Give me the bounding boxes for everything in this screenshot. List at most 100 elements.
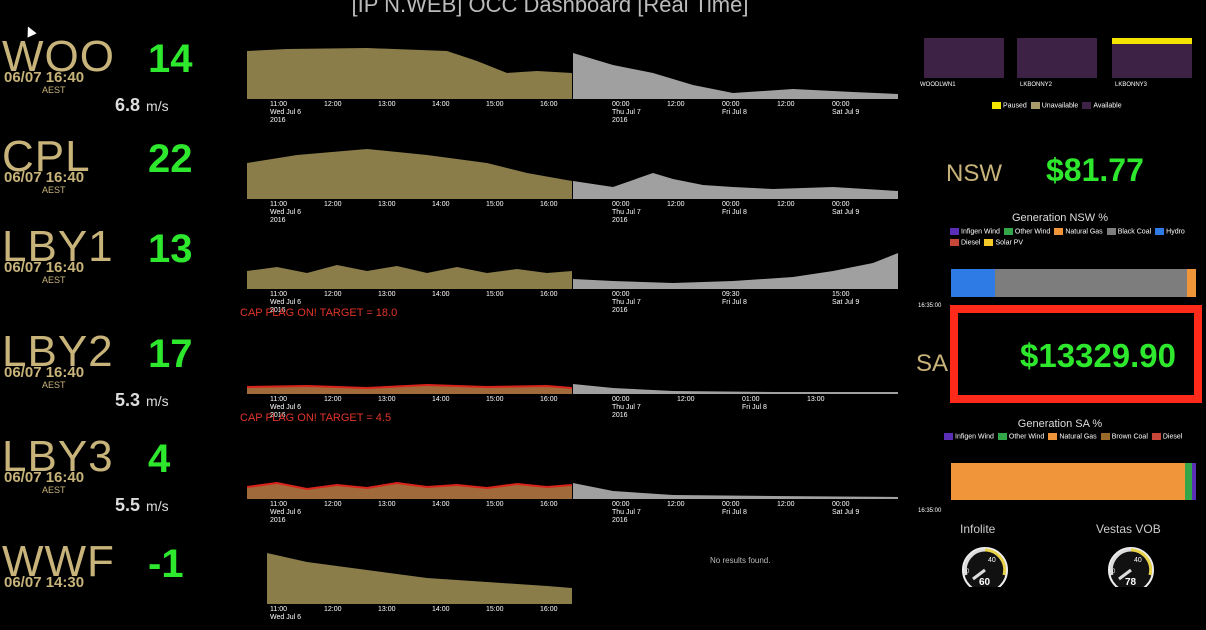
nsw-price-label: NSW <box>946 160 1002 187</box>
legend-label: Infigen Wind <box>961 228 1000 236</box>
chart-left-target-line <box>247 481 572 491</box>
chart-left-date: Wed Jul 6 <box>270 209 301 216</box>
chart-right-year: 2016 <box>612 217 628 224</box>
chart-right-tick: 15:00 <box>832 291 850 298</box>
dashboard-title: [IP N.WEB] OCC Dashboard [Real Time] <box>351 0 749 17</box>
unit-label-woodlwn1: WOODLWN1 <box>920 82 956 88</box>
wind-speed-value: 5.5 <box>115 495 141 515</box>
legend-swatch <box>1003 228 1013 235</box>
legend-label: Natural Gas <box>1065 228 1103 236</box>
nsw-bar-segment <box>951 269 996 297</box>
chart-right-date: Sat Jul 9 <box>832 209 860 216</box>
site-timestamp: 06/07 14:30 <box>4 574 85 591</box>
nsw-bar-segment <box>995 269 1188 297</box>
chart-left-tick: 16:00 <box>540 201 558 208</box>
site-timestamp: 06/07 16:40 <box>4 259 85 276</box>
chart-right-area <box>573 253 898 289</box>
legend-swatch <box>997 433 1007 440</box>
legend-label: Solar PV <box>995 239 1024 247</box>
sa-legend-item: Natural Gas <box>1048 433 1097 441</box>
nsw-bar-segment <box>1187 269 1196 297</box>
chart-left-tick: 13:00 <box>378 396 396 403</box>
chart-right-area <box>573 483 898 499</box>
chart-left-date: Wed Jul 6 <box>270 614 301 621</box>
sa-legend-item: Infigen Wind <box>944 433 994 440</box>
chart-left-fill <box>247 265 572 289</box>
chart-left-area <box>267 553 572 604</box>
site-code: LBY3 <box>2 432 114 481</box>
chart-right-tick: 00:00 <box>612 396 630 403</box>
chart-left-area <box>247 265 572 289</box>
chart-right-tick: 00:00 <box>612 101 630 108</box>
chart-left-tick: 13:00 <box>378 501 396 508</box>
chart-left-tick: 15:00 <box>486 291 504 298</box>
chart-right-tick: 12:00 <box>667 201 685 208</box>
unit-box-lkbonny2[interactable] <box>1017 38 1097 78</box>
chart-right-axis: 00:00 Thu Jul 7 12:00 00:00 Fri Jul 8 12:00 00… <box>612 101 902 125</box>
nsw-legend-item: Other Wind <box>1003 228 1051 236</box>
site-timestamp: 06/07 16:40 <box>4 169 85 186</box>
nsw-legend-item: Solar PV <box>984 239 1024 247</box>
chart-left-tick: 12:00 <box>324 606 342 613</box>
unit-box-lkbonny3[interactable] <box>1112 38 1192 78</box>
site-timestamp: 06/07 16:40 <box>4 69 85 86</box>
nsw-generation-time: 16:35:00 <box>918 303 942 309</box>
unit-status-legend: Paused Unavailable Available <box>992 102 1122 109</box>
gauge-infolite-max: 40 <box>988 557 996 564</box>
site-value: -1 <box>148 542 184 586</box>
site-timezone: AEST <box>42 185 66 195</box>
chart-right-year: 2016 <box>612 117 628 124</box>
gauge-infolite-min: 0 <box>966 569 970 575</box>
chart-right-tick: 00:00 <box>832 201 850 208</box>
chart-left-tick: 13:00 <box>378 101 396 108</box>
chart-right-tick: 13:00 <box>807 396 825 403</box>
gauge-infolite-value: 60 <box>979 577 991 587</box>
legend-label: Natural Gas <box>1059 433 1097 441</box>
sa-bar-segment <box>1184 463 1193 500</box>
cap-flag-warning: CAP FLAG ON! TARGET = 18.0 <box>240 307 398 319</box>
legend-label: Infigen Wind <box>955 433 994 441</box>
chart-right-date: Thu Jul 7 <box>612 509 641 516</box>
chart-left-year: 2016 <box>270 412 286 419</box>
chart-left-tick: 12:00 <box>324 101 342 108</box>
nsw-generation-title: Generation NSW % <box>1012 212 1108 224</box>
nsw-legend-item: Black Coal <box>1106 228 1152 236</box>
legend-swatch <box>984 239 994 247</box>
sa-bar-segment <box>1192 463 1196 500</box>
gauge-infolite: 40 0 60 <box>960 545 1010 587</box>
chart-right-tick: 12:00 <box>777 501 795 508</box>
chart-left-tick: 16:00 <box>540 396 558 403</box>
chart-right-tick: 12:00 <box>777 101 795 108</box>
chart-left-tick: 12:00 <box>324 291 342 298</box>
wind-speed: 5.3 m/s <box>115 390 169 411</box>
chart-left-tick: 16:00 <box>540 101 558 108</box>
wind-speed-unit: m/s <box>146 393 169 409</box>
chart-left-fill <box>247 48 572 99</box>
chart-right-date: Sat Jul 9 <box>832 109 860 116</box>
chart-left-axis: 11:00 12:00 13:00 14:00 15:00 16:00 Wed Jul 6 <box>270 606 570 630</box>
chart-right-tick: 12:00 <box>667 501 685 508</box>
chart-right-date: Thu Jul 7 <box>612 299 641 306</box>
chart-left-tick: 14:00 <box>432 201 450 208</box>
site-value: 13 <box>148 227 193 271</box>
chart-right-year: 2016 <box>612 517 628 524</box>
wind-speed-unit: m/s <box>146 98 169 114</box>
chart-left-tick: 14:00 <box>432 501 450 508</box>
legend-label: Black Coal <box>1117 228 1152 236</box>
chart-right-fill <box>573 483 898 499</box>
chart-right-axis: 00:00 Thu Jul 7 12:00 01:00 Fri Jul 8 13:00 20… <box>612 396 902 420</box>
sa-price-alert-box <box>950 305 1202 403</box>
site-value: 22 <box>148 137 193 181</box>
site-code: WOO <box>2 32 115 81</box>
chart-right-area <box>573 53 898 99</box>
chart-left-area <box>247 48 572 99</box>
chart-left-date: Wed Jul 6 <box>270 404 301 411</box>
gauge-vestas: 40 0 78 <box>1106 545 1156 587</box>
chart-right-date: Thu Jul 7 <box>612 209 641 216</box>
chart-right-area <box>573 173 898 199</box>
unit-box-woodlwn1[interactable] <box>924 38 1004 78</box>
legend-label: Other Wind <box>1014 228 1051 236</box>
